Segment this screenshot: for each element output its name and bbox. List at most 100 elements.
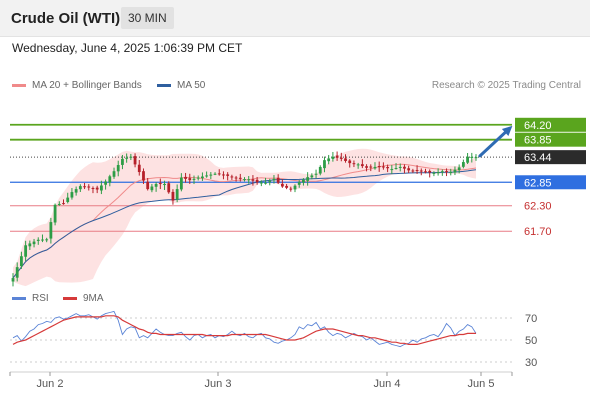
candle [251,175,255,186]
candle [112,167,116,179]
legend-ma20: MA 20 + Bollinger Bands [12,80,142,91]
candle [398,163,402,172]
candle [272,175,276,184]
candle [53,203,57,226]
candle [99,180,103,195]
forecast-arrow-head [501,125,513,137]
price-label-62.30: 62.30 [524,201,552,213]
candle [436,168,440,176]
candle [386,164,390,173]
forecast-arrow [478,125,513,158]
candle [356,162,360,169]
candle [87,184,91,191]
price-label-63.85: 63.85 [515,132,586,147]
candle [259,180,263,187]
candle [62,199,65,205]
candle [293,184,297,193]
candle [419,168,423,176]
candle [175,184,179,203]
candle [415,165,419,174]
candle [377,161,381,172]
price-label-text: 62.30 [524,201,552,213]
candle [36,237,40,245]
time-tick-jun-4: Jun 4 [374,378,401,390]
rsi-tick-70: 70 [525,313,537,325]
legend-ma50-label: MA 50 [177,80,206,91]
research-credit: Research © 2025 Trading Central [431,80,581,91]
legend-ma50: MA 50 [157,80,205,91]
candle [318,165,322,176]
candle [209,172,213,179]
candle [344,154,347,163]
candle [339,152,343,162]
candle [11,273,15,287]
candle [407,165,411,174]
candle [163,180,166,190]
candle [41,234,44,243]
legend-rsi-ma-label: 9MA [83,293,104,304]
candle [432,171,436,177]
candle [466,153,469,165]
candle [20,251,23,269]
instrument-title: Crude Oil (WTI) [11,10,121,27]
candle [297,180,301,188]
candle [150,183,154,193]
candle [137,159,141,176]
candle [95,185,99,194]
timestamp: Wednesday, June 4, 2025 1:06:39 PM CET [12,41,243,55]
price-label-text: 61.70 [524,226,552,238]
candle [369,164,373,172]
price-label-63.44: 63.44 [515,150,586,165]
candle [158,178,162,190]
candle [390,164,394,174]
timeframe-badge[interactable]: 30 MIN [121,7,174,29]
time-axis: Jun 2 Jun 3 Jun 4 Jun 5 [9,371,513,390]
candle [428,169,432,178]
rsi-tick-30: 30 [525,357,537,369]
candle [167,181,171,194]
time-tick-jun-2: Jun 2 [37,378,64,390]
candle [91,186,95,194]
candle [116,160,120,177]
candle [83,183,86,190]
ma50-swatch [157,84,171,87]
candle [335,151,339,161]
bollinger-band [13,148,476,287]
candle [302,178,305,186]
price-label-61.70: 61.70 [524,226,552,238]
rsi-line [12,310,477,348]
candle [45,237,49,243]
candle [121,154,124,170]
candle [171,189,175,205]
candle [70,188,74,200]
candle [365,164,368,172]
candle [264,177,267,185]
ma50-line [12,169,477,279]
time-tick-jun-5: Jun 5 [468,378,495,390]
candle [222,171,225,180]
candle [474,154,478,161]
candle [411,168,415,173]
candle [238,173,242,182]
candle [104,179,107,190]
candle [247,176,251,184]
candle [453,166,457,176]
forecast-arrow-shaft [478,128,510,158]
candle [57,201,61,206]
candle [327,154,331,165]
candle [243,177,246,182]
header-bar: Crude Oil (WTI) 30 MIN [0,0,590,37]
candle [285,183,288,190]
candle [74,186,78,196]
time-tick-jun-3: Jun 3 [205,378,232,390]
candle [268,178,272,186]
candle [146,177,150,191]
candle [314,169,318,179]
candle [230,174,234,180]
price-label-text: 63.85 [524,135,552,147]
candle [142,168,145,185]
candle [205,171,209,178]
candle [188,173,192,184]
